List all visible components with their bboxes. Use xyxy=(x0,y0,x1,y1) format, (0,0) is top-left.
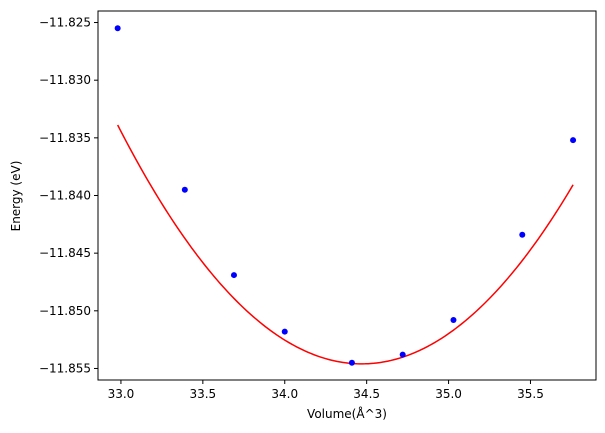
x-axis-ticks: 33.0 33.5 34.0 34.5 35.0 35.5 xyxy=(108,380,544,401)
data-point xyxy=(399,351,406,358)
data-point xyxy=(230,272,237,279)
data-point xyxy=(181,186,188,193)
y-tick-label: −11.835 xyxy=(39,131,91,145)
x-tick-label: 35.5 xyxy=(517,387,544,401)
x-axis-label: Volume(Å^3) xyxy=(307,406,387,421)
x-tick-label: 33.5 xyxy=(189,387,216,401)
data-point xyxy=(281,328,288,335)
y-tick-label: −11.850 xyxy=(39,304,91,318)
data-point xyxy=(114,25,121,32)
x-tick-label: 34.0 xyxy=(271,387,298,401)
data-point xyxy=(348,359,355,366)
y-tick-label: −11.840 xyxy=(39,189,91,203)
data-point xyxy=(570,137,577,144)
x-tick-label: 33.0 xyxy=(108,387,135,401)
y-tick-label: −11.825 xyxy=(39,16,91,30)
data-point xyxy=(519,231,526,238)
fit-curve-layer xyxy=(116,124,574,365)
fit-curve xyxy=(116,124,574,365)
x-tick-label: 34.5 xyxy=(353,387,380,401)
y-tick-label: −11.845 xyxy=(39,246,91,260)
x-tick-label: 35.0 xyxy=(435,387,462,401)
y-axis-ticks: −11.825 −11.830 −11.835 −11.840 −11.845 −11.8… xyxy=(39,16,98,375)
data-point xyxy=(450,317,457,324)
y-axis-label: Energy (eV) xyxy=(9,161,23,232)
y-tick-label: −11.830 xyxy=(39,73,91,87)
data-points-layer xyxy=(114,25,577,366)
y-tick-label: −11.855 xyxy=(39,361,91,375)
plot-frame xyxy=(97,10,597,381)
